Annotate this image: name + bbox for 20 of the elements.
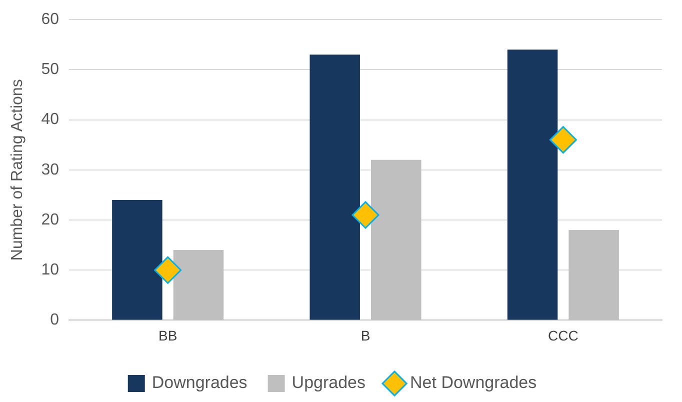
y-axis-title: Number of Rating Actions — [9, 79, 26, 261]
bar — [112, 200, 162, 320]
legend-label: Upgrades — [292, 373, 366, 392]
bar — [310, 54, 360, 320]
legend-label: Downgrades — [152, 373, 248, 392]
y-tick-label: 60 — [41, 11, 60, 28]
x-tick-label: B — [360, 327, 370, 344]
y-tick-label: 20 — [41, 211, 60, 228]
y-tick-label: 40 — [41, 111, 60, 128]
y-tick-label: 30 — [41, 161, 60, 178]
y-tick-label: 0 — [50, 312, 60, 329]
y-tick-label: 50 — [41, 61, 60, 78]
bar — [507, 50, 558, 320]
point — [549, 126, 577, 154]
x-tick-label: CCC — [548, 327, 578, 344]
point — [352, 201, 380, 229]
point — [154, 256, 182, 284]
x-tick-label: BB — [158, 327, 178, 344]
legend-label: Net Downgrades — [410, 373, 537, 392]
y-tick-label: 10 — [41, 262, 60, 279]
